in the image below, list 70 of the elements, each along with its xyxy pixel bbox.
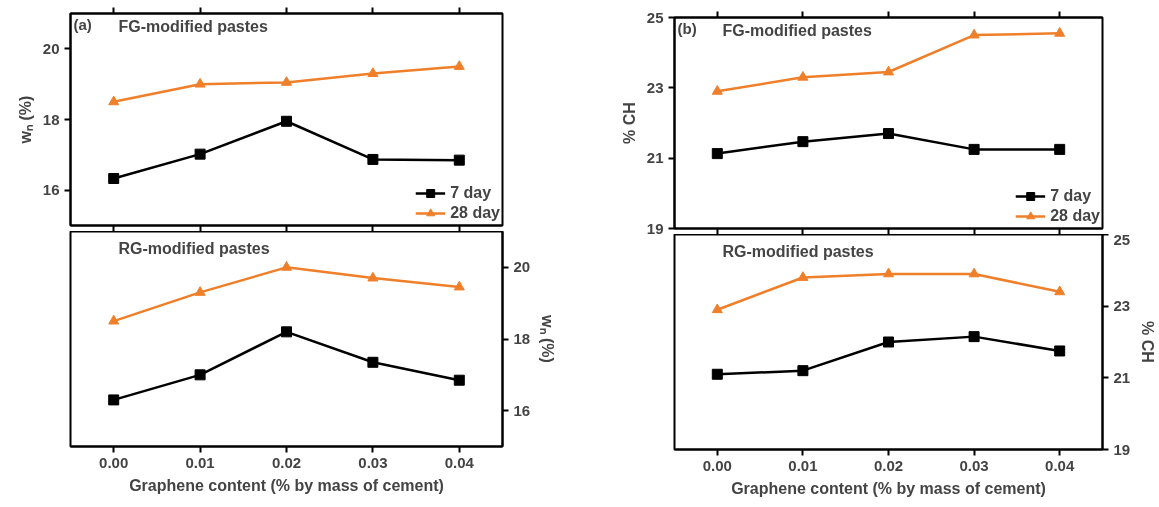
y-tick-label: 19 [646,219,664,237]
annotation: (b) [677,19,697,37]
y2-tick-label: 19 [1113,440,1131,458]
point [281,326,292,338]
point [711,85,723,95]
x-tick-label: 0.01 [788,456,818,474]
point [797,136,809,148]
point [797,71,809,81]
point [194,286,206,296]
x-tick-label: 0.04 [1045,456,1075,474]
x-tick-label: 0.02 [873,456,904,474]
point [367,153,379,165]
y-axis-title: % CH [620,102,638,144]
point [453,60,465,70]
annotation: (a) [73,15,92,33]
chart-title: FG-modified pastes [722,21,872,39]
text: RG-modified pastes [722,242,874,260]
x-tick-label: 0.03 [959,456,989,474]
point [108,394,120,406]
y2-tick-label: 21 [1113,368,1131,386]
point [281,115,292,127]
x-tick-label: 0.04 [444,453,475,471]
point [968,28,980,39]
x-tick-label: 0.00 [702,456,732,474]
y-tick-label: 21 [646,149,664,167]
point [453,374,465,386]
point [108,95,120,106]
y-tick-label: 18 [42,110,60,128]
point [367,67,379,77]
x-axis-title: Graphene content (% by mass of cement) [129,476,444,494]
chart-title: FG-modified pastes [118,17,268,35]
x-tick-label: 0.01 [185,453,215,471]
point [281,76,292,86]
point [453,154,465,166]
point [1054,143,1066,155]
point [108,314,120,325]
y2-tick-label: 20 [513,258,531,276]
y-tick-label: 23 [646,78,664,96]
point [194,77,206,88]
legend-label: 28 day [450,204,500,222]
point [883,65,894,76]
x-tick-label: 0.03 [358,453,388,471]
y2-axis-title: wₙ (%) [539,314,557,363]
y-tick-label: 20 [42,39,60,57]
point [883,128,894,140]
y2-tick-label: 25 [1113,230,1131,248]
y2-tick-label: 16 [513,401,531,419]
point [1054,27,1066,37]
x-axis-title: Graphene content (% by mass of cement) [731,479,1046,497]
y2-axis-title: % CH [1139,321,1157,363]
point [367,356,379,368]
point [711,148,723,160]
legend-label: 7 day [450,184,492,202]
point [281,261,292,271]
legend-label: 28 day [1050,207,1100,225]
point [194,369,206,381]
point [367,271,379,282]
point [194,148,206,160]
y2-tick-label: 23 [1113,297,1131,315]
x-tick-label: 0.00 [99,453,129,471]
point [968,143,980,155]
point [453,280,465,291]
y-axis-title: wₙ (%) [16,95,34,145]
x-tick-label: 0.02 [271,453,302,471]
y-tick-label: 25 [646,8,664,26]
y2-tick-label: 18 [513,330,531,347]
legend-label: 7 day [1050,187,1092,205]
text: RG-modified pastes [118,239,270,257]
y-tick-label: 16 [42,181,60,199]
point [108,173,120,185]
